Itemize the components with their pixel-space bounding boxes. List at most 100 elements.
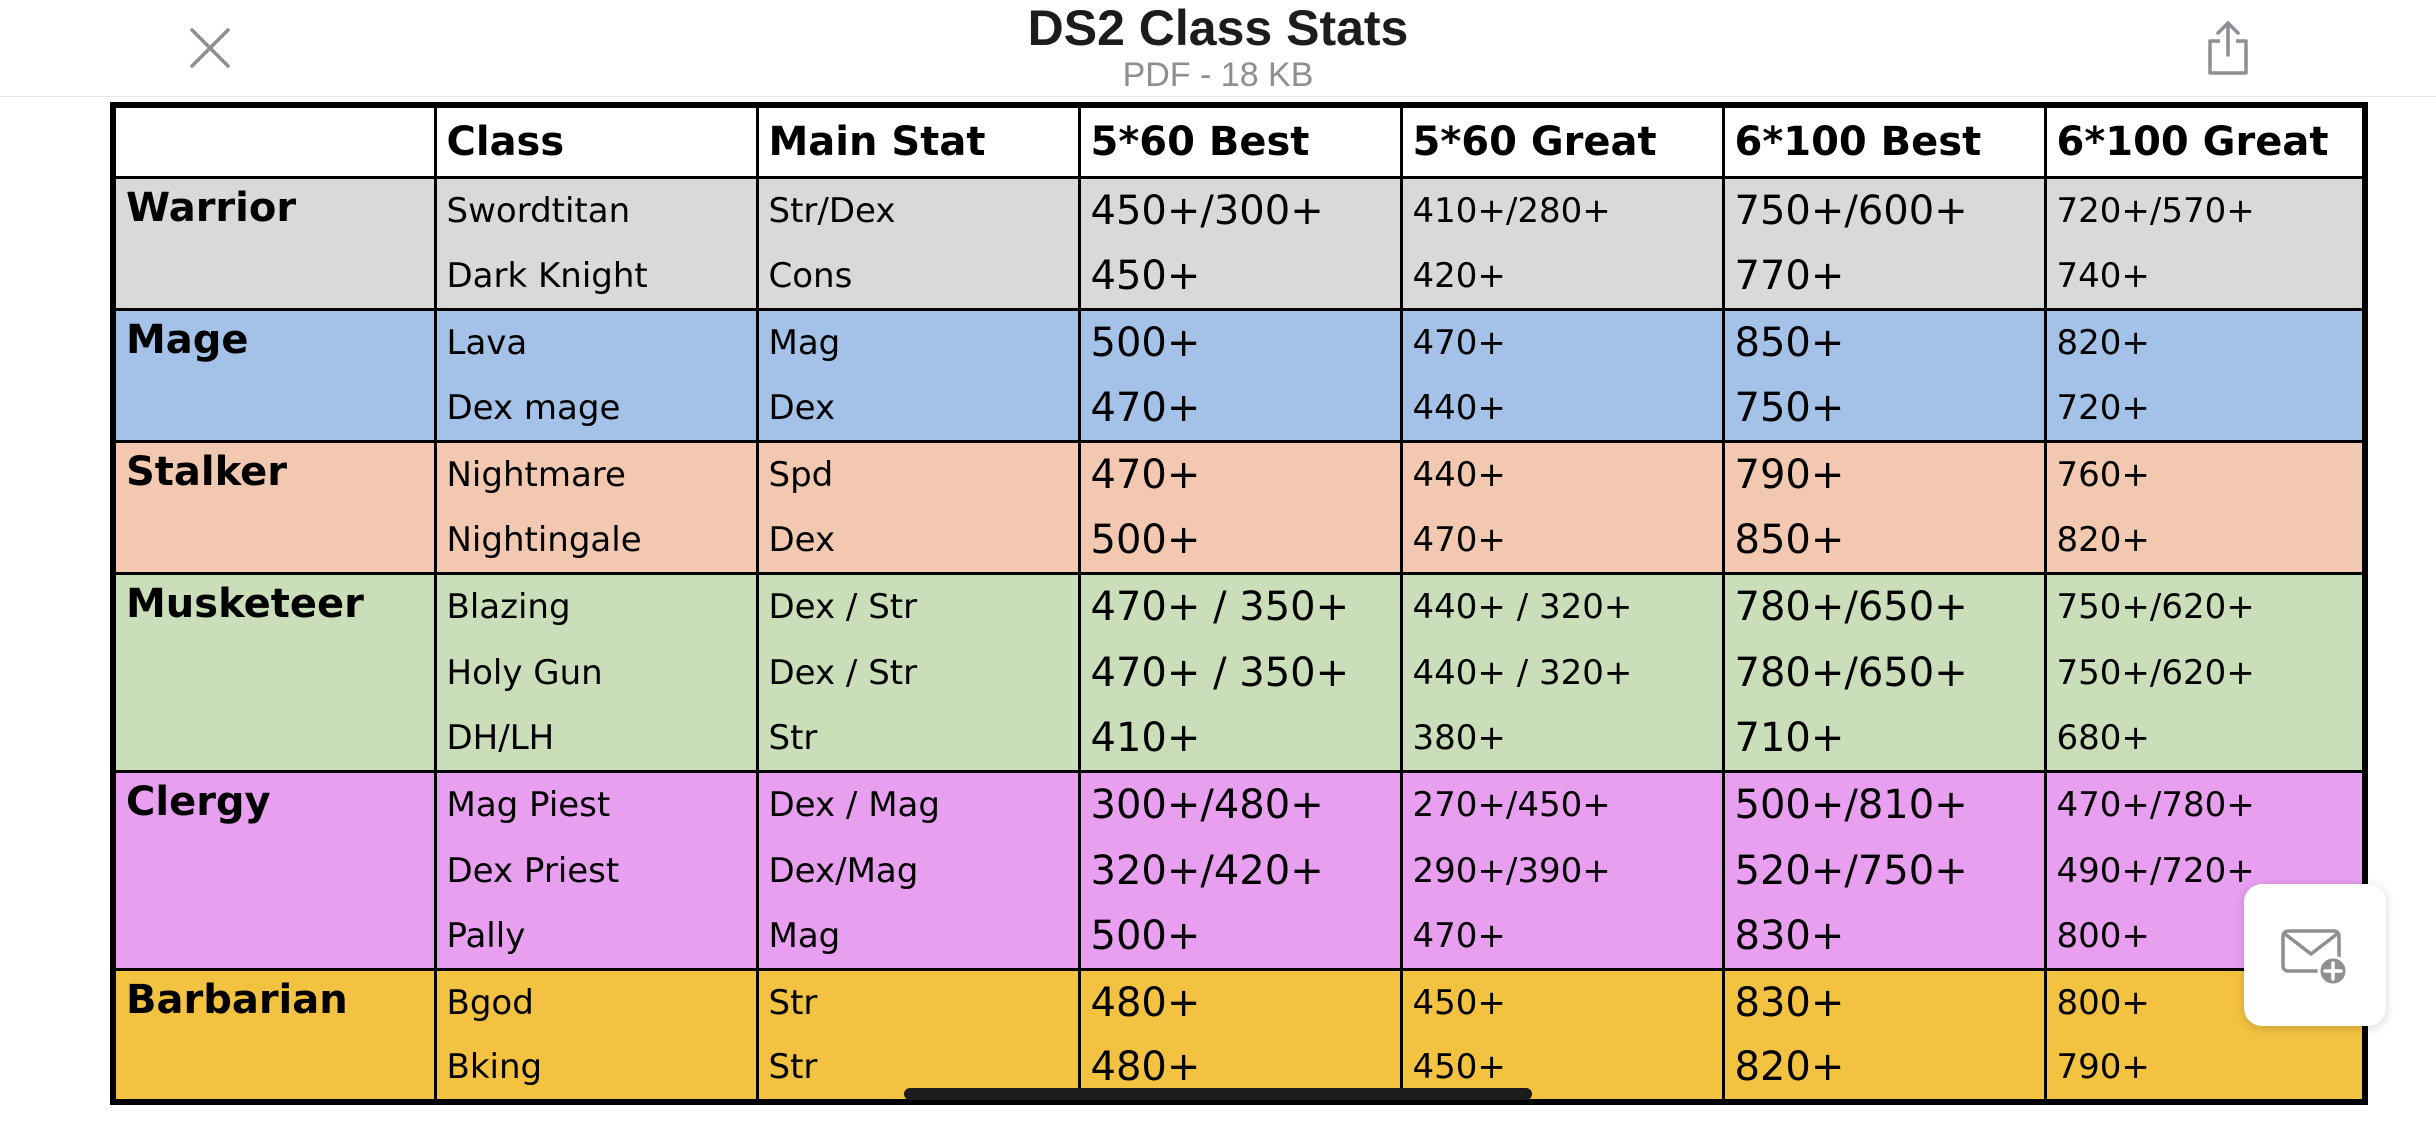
table-row: Warrior Swordtitan Str/Dex 450+/300+ 410+/28… [111,176,2367,310]
table-row: Dex Priest Dex/Mag 320+/420+ 290+/390+ 520+/… [113,837,2367,904]
table-cell: 790+ [1721,440,2047,508]
mail-add-icon [2281,929,2349,987]
share-icon [2208,21,2248,75]
table-cell: Lava [433,308,759,376]
table-cell: 760+ [2043,440,2367,508]
table-row: Nightingale Dex 500+ 470+ 850+ 820+ [113,507,2367,574]
table-cell: Dex mage [433,375,759,442]
table-cell: Dex / Str [755,639,1081,706]
table-cell: Dex [755,507,1081,574]
new-mail-button[interactable] [2244,884,2386,1026]
table-cell: 500+/810+ [1721,770,2047,838]
table-cell: 320+/420+ [1077,837,1403,904]
table-cell: 470+ / 350+ [1077,639,1403,706]
table-cell: 500+ [1077,308,1403,376]
table-cell: 290+/390+ [1399,837,1725,904]
table-cell: 500+ [1077,507,1403,574]
table-cell: 470+ [1399,507,1725,574]
table-cell: 780+/650+ [1721,572,2047,640]
table-cell: 680+ [2043,705,2367,772]
table-cell: Dark Knight [433,243,759,310]
table-cell: 480+ [1077,968,1403,1036]
table-body: Warrior Swordtitan Str/Dex 450+/300+ 410+/28… [111,176,2367,1102]
header-cell: 6*100 Best [1721,105,2047,179]
table-row: Dark Knight Cons 450+ 420+ 770+ 740+ [113,243,2367,310]
table-cell: 440+ [1399,375,1725,442]
table-cell: Blazing [433,572,759,640]
table-cell: 710+ [1721,705,2047,772]
table-row: Mage Lava Mag 500+ 470+ 850+ 820+ [111,308,2367,442]
table-cell: Str [755,705,1081,772]
table-cell: 500+ [1077,903,1403,970]
table-cell: 300+/480+ [1077,770,1403,838]
group-label: Mage [111,308,437,442]
table-cell: Nightmare [433,440,759,508]
table-cell: 720+/570+ [2043,176,2367,244]
table-cell: 470+ / 350+ [1077,572,1403,640]
table-cell: 820+ [2043,308,2367,376]
home-indicator[interactable] [904,1088,1532,1100]
table-row: Clergy Mag Piest Dex / Mag 300+/480+ 270+/45… [111,770,2367,970]
table-cell: 450+ [1077,243,1403,310]
share-button[interactable] [2196,14,2260,82]
table-cell: 470+ [1399,903,1725,970]
table-cell: 850+ [1721,308,2047,376]
table-cell: Dex / Str [755,572,1081,640]
table-row: Holy Gun Dex / Str 470+ / 350+ 440+ / 320+ 7… [113,639,2367,706]
table-cell: Holy Gun [433,639,759,706]
table-cell: Bking [433,1035,759,1102]
table-cell: 410+ [1077,705,1403,772]
table-cell: 520+/750+ [1721,837,2047,904]
header-cell: Class [433,105,759,179]
table-cell: DH/LH [433,705,759,772]
table-cell: 440+ / 320+ [1399,639,1725,706]
table-row: DH/LH Str 410+ 380+ 710+ 680+ [113,705,2367,772]
table-cell: 420+ [1399,243,1725,310]
table-cell: 410+/280+ [1399,176,1725,244]
table-cell: Cons [755,243,1081,310]
table-cell: Bgod [433,968,759,1036]
table-row: Barbarian Bgod Str 480+ 450+ 830+ 800+ [111,968,2367,1102]
table-row: Dex mage Dex 470+ 440+ 750+ 720+ [113,375,2367,442]
table-cell: Nightingale [433,507,759,574]
table-cell: Swordtitan [433,176,759,244]
table-cell: 440+ / 320+ [1399,572,1725,640]
table-cell: 820+ [2043,507,2367,574]
table-cell: Dex Priest [433,837,759,904]
top-bar: DS2 Class Stats PDF - 18 KB [0,0,2436,97]
group-label: Musketeer [111,572,437,772]
close-button[interactable] [180,18,240,78]
table-cell: Dex [755,375,1081,442]
table-cell: 770+ [1721,243,2047,310]
table-cell: 470+ [1399,308,1725,376]
table-cell: 750+ [1721,375,2047,442]
table-cell: 750+/620+ [2043,639,2367,706]
table-cell: Mag Piest [433,770,759,838]
table-row: Stalker Nightmare Spd 470+ 440+ 790+ 760+ [111,440,2367,574]
table-row: Musketeer Blazing Dex / Str 470+ / 350+ 440+… [111,572,2367,772]
header-cell-empty [111,105,437,179]
table-cell: 450+ [1399,968,1725,1036]
table-cell: 270+/450+ [1399,770,1725,838]
table-cell: Dex / Mag [755,770,1081,838]
table-cell: 470+/780+ [2043,770,2367,838]
table-cell: 470+ [1077,440,1403,508]
group-label: Barbarian [111,968,437,1102]
table-cell: 850+ [1721,507,2047,574]
table-cell: Mag [755,308,1081,376]
group-label: Clergy [111,770,437,970]
table-cell: 830+ [1721,968,2047,1036]
table-cell: 470+ [1077,375,1403,442]
group-label: Stalker [111,440,437,574]
close-icon [190,28,230,68]
table-cell: 830+ [1721,903,2047,970]
header-cell: 6*100 Great [2043,105,2367,179]
header-row: Class Main Stat 5*60 Best 5*60 Great 6*100 B… [111,105,2367,179]
table-cell: Pally [433,903,759,970]
table-cell: 720+ [2043,375,2367,442]
table-cell: 780+/650+ [1721,639,2047,706]
table-cell: Mag [755,903,1081,970]
table-row: Pally Mag 500+ 470+ 830+ 800+ [113,903,2367,970]
class-stats-table: Class Main Stat 5*60 Best 5*60 Great 6*100 B… [110,102,2368,1105]
table-cell: 790+ [2043,1035,2367,1102]
